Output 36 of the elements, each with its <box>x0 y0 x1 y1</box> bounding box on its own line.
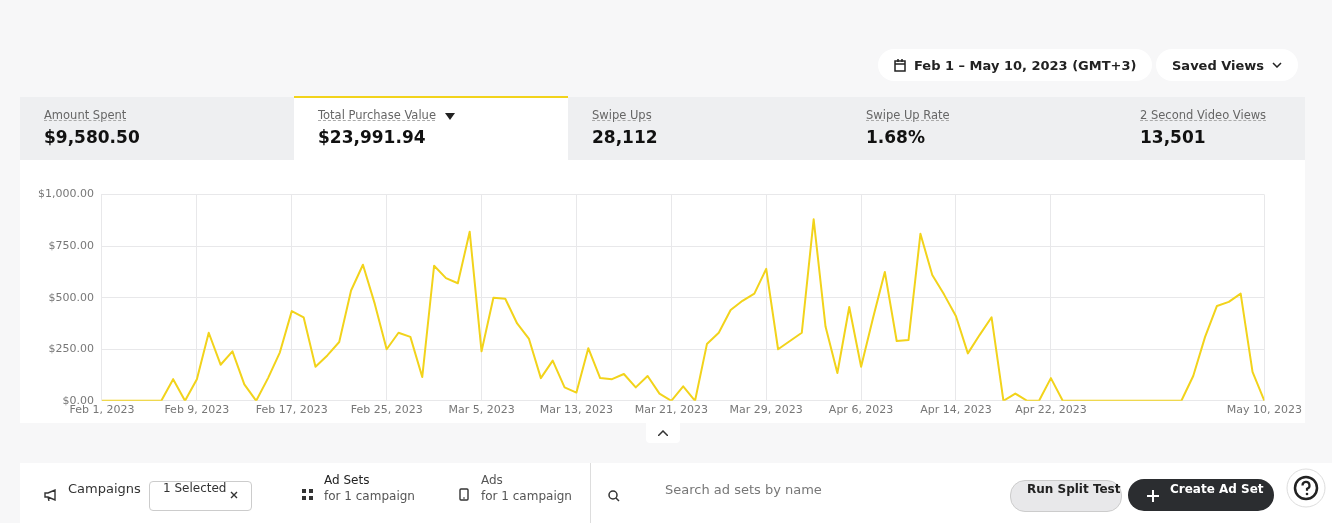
text: 1.68% <box>866 127 925 147</box>
x-tick-label: Feb 25, 2023 <box>350 403 423 417</box>
text: Create Ad Set <box>1170 482 1264 496</box>
text: Total Purchase Value <box>318 108 436 122</box>
text: Amount Spent <box>44 108 127 122</box>
x-tick-label: Apr 22, 2023 <box>1015 403 1087 417</box>
x-tick-label: Mar 13, 2023 <box>539 403 614 417</box>
text: Saved Views <box>1172 57 1265 73</box>
x-tick-label: Mar 5, 2023 <box>448 403 515 417</box>
text: 1 Selected <box>163 481 227 495</box>
y-tick-label: $250.00 <box>48 342 94 356</box>
text: Swipe Up Rate <box>866 108 950 122</box>
text: Search ad sets by name <box>665 481 822 497</box>
text: $23,991.94 <box>318 127 426 147</box>
x-tick-label: Apr 6, 2023 <box>828 403 894 417</box>
x-tick-label: May 10, 2023 <box>1226 403 1303 417</box>
y-tick-label: $750.00 <box>48 239 94 253</box>
x-tick-label: Feb 17, 2023 <box>255 403 328 417</box>
text: Feb 1 – May 10, 2023 (GMT+3) <box>914 57 1137 73</box>
text: Run Split Test <box>1027 482 1121 496</box>
x-tick-label: Feb 9, 2023 <box>164 403 230 417</box>
text: 13,501 <box>1140 127 1206 147</box>
text: 2 Second Video Views <box>1140 108 1267 122</box>
text: for 1 campaign <box>324 489 415 503</box>
text: 28,112 <box>592 127 658 147</box>
text: Ad Sets <box>324 473 370 487</box>
x-tick-label: Apr 14, 2023 <box>920 403 992 417</box>
text: Swipe Ups <box>592 108 652 122</box>
text: for 1 campaign <box>481 489 572 503</box>
text: Ads <box>481 473 503 487</box>
x-tick-label: Mar 29, 2023 <box>729 403 803 417</box>
x-tick-label: Mar 21, 2023 <box>634 403 708 417</box>
y-tick-label: $500.00 <box>48 290 94 304</box>
y-tick-label: $1,000.00 <box>38 187 94 201</box>
text: Campaigns <box>68 480 141 496</box>
text: $9,580.50 <box>44 127 140 147</box>
